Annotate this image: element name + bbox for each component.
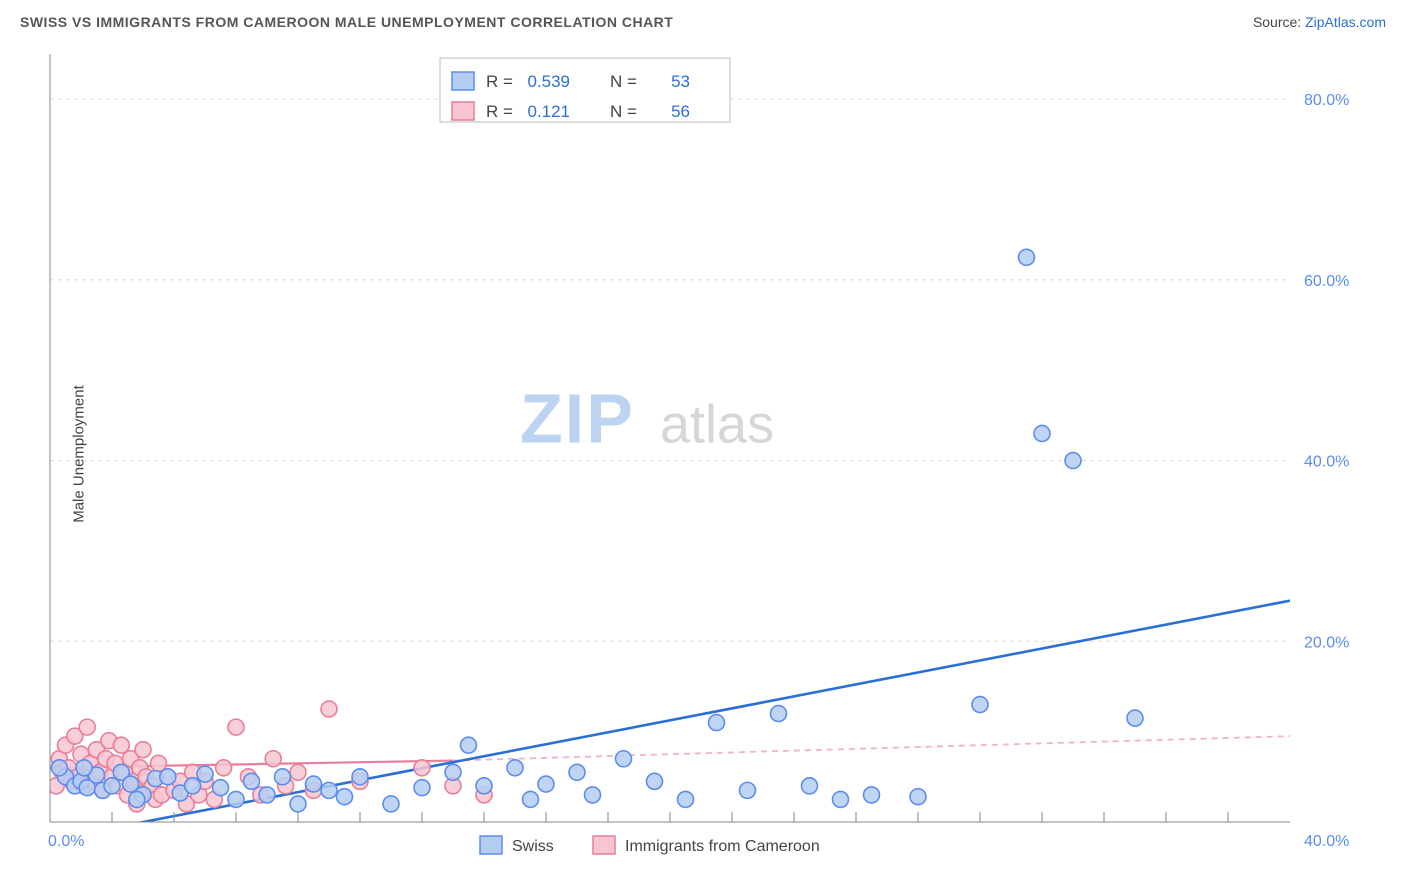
watermark: ZIP atlas <box>520 380 774 458</box>
correlation-scatter-chart: 20.0% 40.0% 60.0% 80.0% ZIP atlas 0.0% 40.0% R =… <box>0 34 1356 874</box>
data-point <box>1065 453 1081 469</box>
legend-n-label: N = <box>610 102 637 121</box>
bottom-legend-swatch <box>480 836 502 854</box>
y-tick-label: 40.0% <box>1304 454 1349 471</box>
chart-title: SWISS VS IMMIGRANTS FROM CAMEROON MALE U… <box>20 14 673 30</box>
svg-text:ZIP: ZIP <box>520 380 635 458</box>
legend-swatch <box>452 102 474 120</box>
data-point <box>337 789 353 805</box>
scatter-points <box>48 249 1143 812</box>
chart-header: SWISS VS IMMIGRANTS FROM CAMEROON MALE U… <box>0 0 1406 34</box>
y-axis-label: Male Unemployment <box>70 385 87 523</box>
data-point <box>228 791 244 807</box>
data-point <box>678 791 694 807</box>
data-point <box>740 782 756 798</box>
data-point <box>1034 425 1050 441</box>
source-link[interactable]: ZipAtlas.com <box>1305 14 1386 30</box>
x-tick-label: 40.0% <box>1304 833 1349 850</box>
data-point <box>129 791 145 807</box>
svg-text:atlas: atlas <box>660 395 774 455</box>
source-attribution: Source: ZipAtlas.com <box>1253 14 1386 30</box>
data-point <box>213 780 229 796</box>
data-point <box>802 778 818 794</box>
data-point <box>414 760 430 776</box>
bottom-legend-label: Immigrants from Cameroon <box>625 838 820 855</box>
data-point <box>523 791 539 807</box>
data-point <box>216 760 232 776</box>
legend-swatch <box>452 72 474 90</box>
data-point <box>352 769 368 785</box>
regression-pink-dashed <box>453 736 1290 760</box>
data-point <box>864 787 880 803</box>
bottom-legend-label: Swiss <box>512 838 554 855</box>
legend-n-label: N = <box>610 72 637 91</box>
data-point <box>538 776 554 792</box>
data-point <box>79 719 95 735</box>
data-point <box>290 764 306 780</box>
data-point <box>972 697 988 713</box>
data-point <box>306 776 322 792</box>
data-point <box>160 769 176 785</box>
legend-r-value: 0.121 <box>527 102 570 121</box>
data-point <box>290 796 306 812</box>
y-tick-label: 80.0% <box>1304 92 1349 109</box>
data-point <box>569 764 585 780</box>
data-point <box>1019 249 1035 265</box>
data-point <box>476 778 492 794</box>
data-point <box>833 791 849 807</box>
data-point <box>197 766 213 782</box>
chart-area: Male Unemployment 20.0% 40.0% 60.0% 80.0% ZI… <box>0 34 1406 874</box>
legend-r-label: R = <box>486 102 513 121</box>
data-point <box>321 701 337 717</box>
data-point <box>135 742 151 758</box>
legend-n-value: 56 <box>671 102 690 121</box>
data-point <box>507 760 523 776</box>
data-point <box>709 715 725 731</box>
data-point <box>76 760 92 776</box>
data-point <box>461 737 477 753</box>
data-point <box>1127 710 1143 726</box>
x-tick-label: 0.0% <box>48 833 84 850</box>
data-point <box>414 780 430 796</box>
data-point <box>228 719 244 735</box>
bottom-legend-swatch <box>593 836 615 854</box>
y-tick-label: 20.0% <box>1304 634 1349 651</box>
data-point <box>265 751 281 767</box>
data-point <box>383 796 399 812</box>
data-point <box>445 764 461 780</box>
legend-r-label: R = <box>486 72 513 91</box>
data-point <box>910 789 926 805</box>
y-tick-label: 60.0% <box>1304 273 1349 290</box>
data-point <box>259 787 275 803</box>
data-point <box>647 773 663 789</box>
data-point <box>51 760 67 776</box>
data-point <box>244 773 260 789</box>
data-point <box>321 782 337 798</box>
data-point <box>616 751 632 767</box>
legend-r-value: 0.539 <box>527 72 570 91</box>
data-point <box>771 706 787 722</box>
legend-n-value: 53 <box>671 72 690 91</box>
data-point <box>275 769 291 785</box>
data-point <box>185 778 201 794</box>
data-point <box>585 787 601 803</box>
